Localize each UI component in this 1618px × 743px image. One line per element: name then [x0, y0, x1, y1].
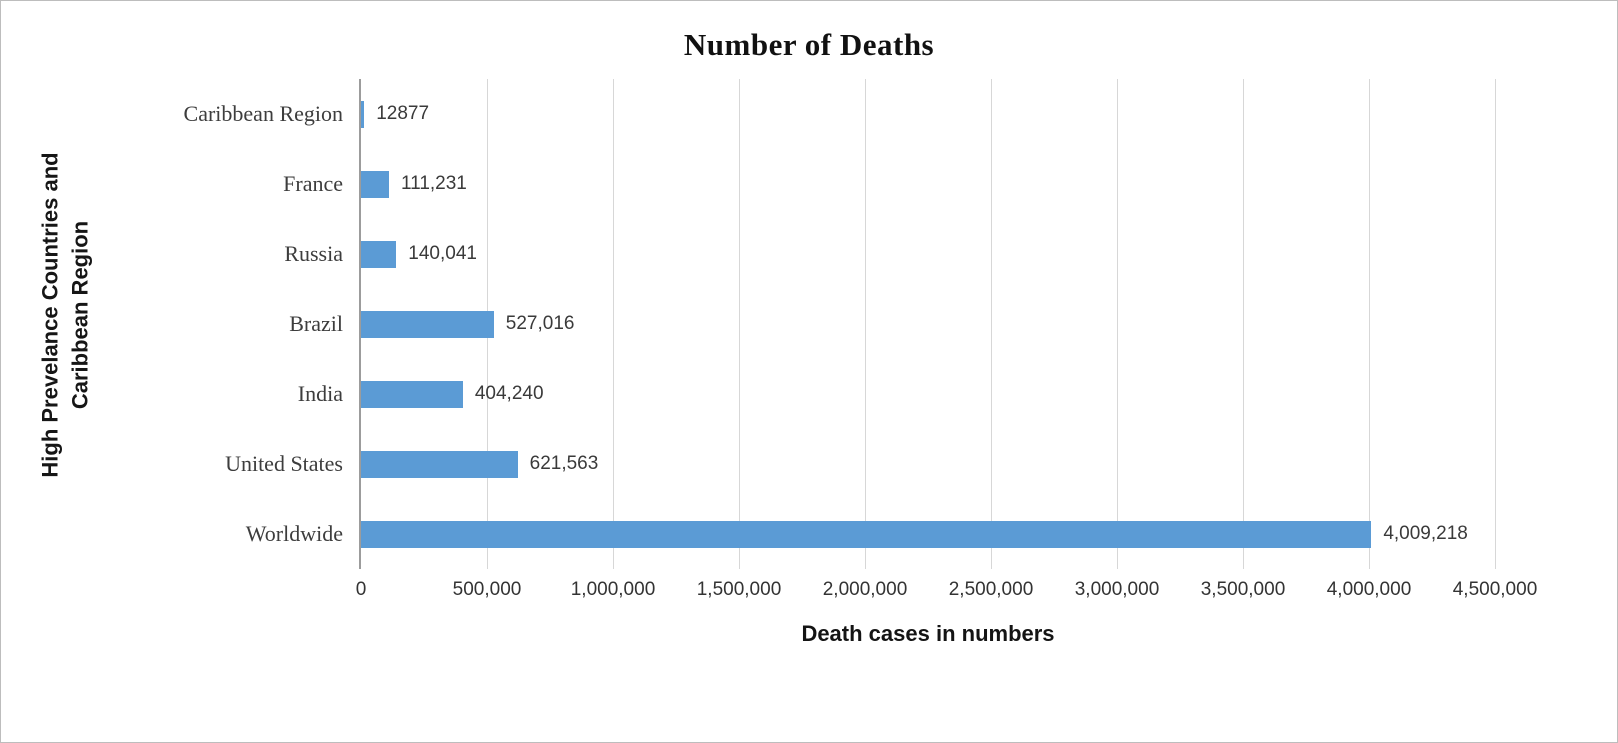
x-tick-label: 3,500,000 [1200, 579, 1286, 600]
y-axis-title-line1: High Prevelance Countries and [37, 152, 63, 478]
x-tick-label: 1,500,000 [696, 579, 782, 600]
category-axis-labels: Caribbean Region France Russia Brazil India U… [101, 79, 359, 569]
gridline [1117, 79, 1118, 569]
category-label: France [283, 171, 343, 196]
chart-title: Number of Deaths [683, 27, 935, 62]
category-label: India [297, 381, 343, 406]
x-tick-label: 4,000,000 [1326, 579, 1412, 600]
bar-row: 404,240 [361, 359, 1495, 429]
y-axis-title-text: High Prevelance Countries and Caribbean … [35, 152, 94, 477]
x-axis-title-spacer [101, 621, 361, 647]
bar [361, 450, 518, 478]
bar [361, 310, 494, 338]
value-label: 111,231 [401, 173, 467, 194]
gridline [613, 79, 614, 569]
x-tick-label: 2,500,000 [948, 579, 1034, 600]
chart-body: High Prevelance Countries and Caribbean … [1, 79, 1617, 647]
x-tick-label: 0 [355, 579, 367, 600]
bar-row: 621,563 [361, 429, 1495, 499]
bar [361, 100, 365, 128]
x-tick-label: 2,000,000 [822, 579, 908, 600]
plot-area: 12877 111,231 140,041 527,016 404,240 621,563… [359, 79, 1496, 569]
category-label: Worldwide [245, 521, 343, 546]
gridline [1495, 79, 1496, 569]
x-axis-tick-labels: 0 500,000 1,000,000 1,500,000 2,000,000 2,500… [356, 579, 1538, 605]
category-label: Russia [284, 241, 343, 266]
value-label: 12877 [376, 103, 430, 124]
value-label: 140,041 [408, 243, 477, 264]
category-label: United States [225, 451, 343, 476]
gridline [865, 79, 866, 569]
bar-row: 527,016 [361, 289, 1495, 359]
bar [361, 520, 1372, 548]
value-label: 4,009,218 [1383, 523, 1468, 544]
gridline [991, 79, 992, 569]
bar-row: 140,041 [361, 219, 1495, 289]
value-label: 527,016 [505, 313, 575, 334]
gridline [1243, 79, 1244, 569]
x-axis: 0 500,000 1,000,000 1,500,000 2,000,000 2,500… [101, 579, 1617, 605]
value-label: 404,240 [474, 383, 544, 404]
gridline [1369, 79, 1370, 569]
bar-series: 12877 111,231 140,041 527,016 404,240 621,563… [361, 79, 1495, 569]
category-label: Caribbean Region [183, 101, 343, 126]
gridline [739, 79, 740, 569]
x-tick-label: 4,500,000 [1452, 579, 1538, 600]
y-axis-title-line2: Caribbean Region [67, 220, 92, 410]
x-axis-title: Death cases in numbers [801, 621, 1055, 646]
bar-row: 12877 [361, 79, 1495, 149]
x-tick-label: 500,000 [452, 579, 522, 600]
value-label: 621,563 [529, 453, 599, 474]
x-axis-spacer [101, 579, 361, 605]
category-label: Brazil [289, 311, 343, 336]
x-tick-label: 1,000,000 [570, 579, 656, 600]
y-axis-title: High Prevelance Countries and Caribbean … [29, 79, 101, 647]
bar [361, 240, 397, 268]
plot-wrap: Caribbean Region France Russia Brazil India U… [101, 79, 1617, 569]
plot-region: Caribbean Region France Russia Brazil India U… [101, 79, 1617, 647]
x-tick-label: 3,000,000 [1074, 579, 1160, 600]
bar-row: 4,009,218 [361, 499, 1495, 569]
x-axis-title-row: Death cases in numbers [101, 621, 1617, 647]
bar-row: 111,231 [361, 149, 1495, 219]
bar [361, 170, 390, 198]
bar [361, 380, 463, 408]
